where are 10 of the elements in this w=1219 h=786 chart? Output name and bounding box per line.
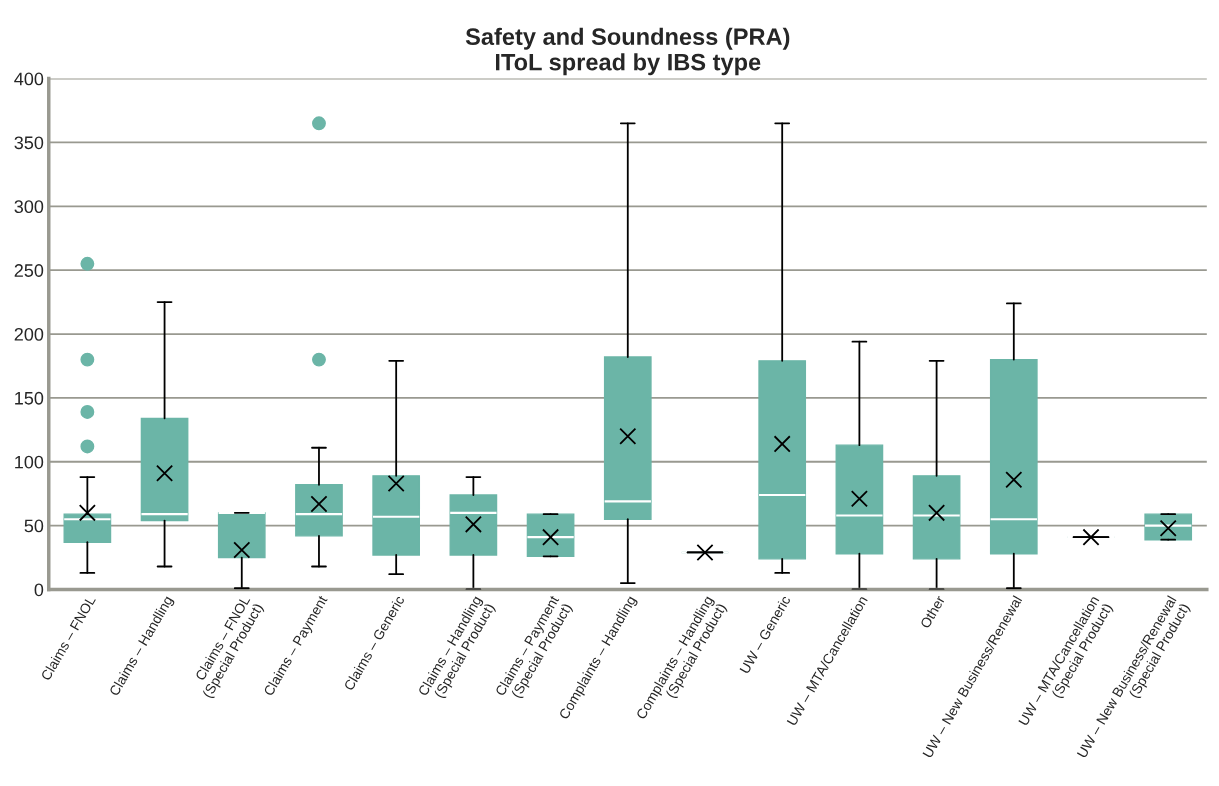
y-tick-label: 300 [14, 200, 44, 214]
y-tick-label: 200 [14, 327, 44, 341]
y-tick-label: 400 [14, 72, 44, 86]
chart-title: Safety and Soundness (PRA) IToL spread by IBS type [465, 27, 790, 76]
y-tick-label: 150 [15, 391, 44, 405]
y-tick-label: 50 [24, 519, 44, 533]
y-tick-label: 250 [14, 264, 44, 277]
y-tick-label: 350 [14, 136, 44, 150]
y-tick-label: 100 [15, 455, 44, 469]
y-tick-label: 0 [34, 583, 44, 597]
